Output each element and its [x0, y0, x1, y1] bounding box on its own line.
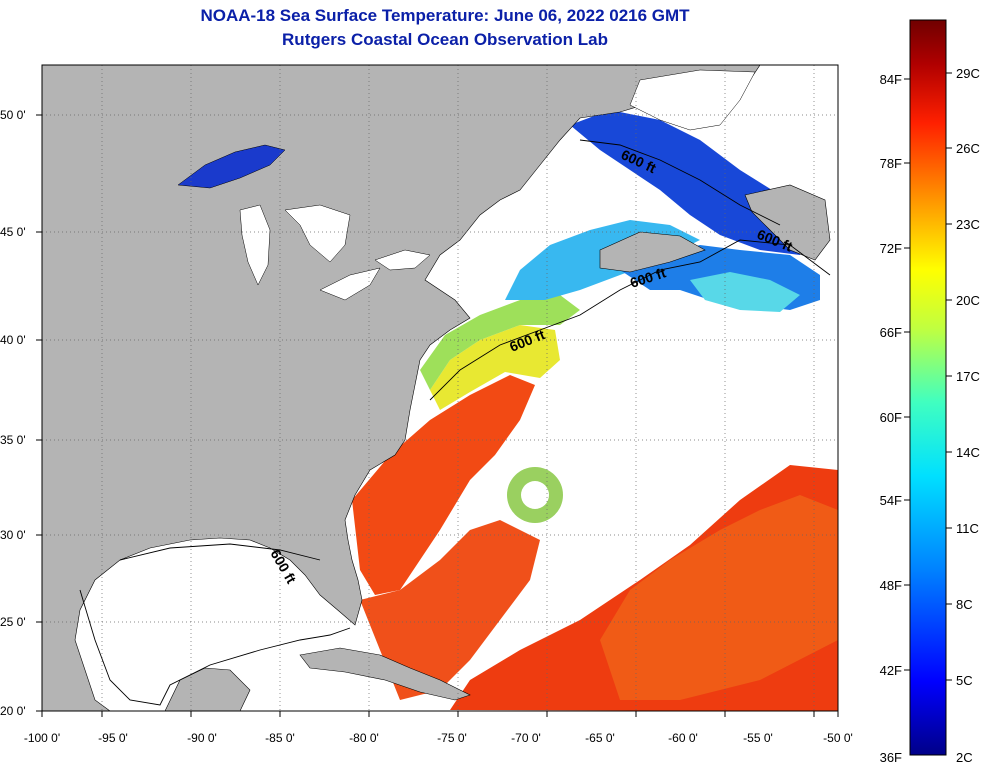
- lat-tick-label: 25 0': [0, 615, 26, 629]
- lat-tick-label: 35 0': [0, 433, 26, 447]
- colorbar-f-label: 36F: [880, 750, 902, 765]
- colorbar-c-label: 23C: [956, 217, 980, 232]
- lon-tick-label: -100 0': [24, 731, 60, 745]
- lat-tick-label: 45 0': [0, 225, 26, 239]
- lake-michigan-huron: [239, 204, 351, 286]
- colorbar-f-label: 72F: [880, 241, 902, 256]
- colorbar-c-label: 20C: [956, 293, 980, 308]
- colorbar-c-label: 8C: [956, 597, 973, 612]
- shelf-water-midatlantic: [430, 325, 560, 410]
- lon-tick-label: -60 0': [668, 731, 698, 745]
- lat-lon-grid: [42, 65, 838, 711]
- lon-tick-label: -95 0': [98, 731, 128, 745]
- colorbar-c-label: 11C: [956, 521, 979, 536]
- colorbar-f-label: 42F: [880, 663, 902, 678]
- contour-600ft: [79, 139, 831, 706]
- colorbar-c-label: 26C: [956, 141, 980, 156]
- lat-tick-label: 20 0': [0, 704, 26, 718]
- axis-ticks: [36, 114, 839, 717]
- colorbar-c-label: 29C: [956, 66, 980, 81]
- labrador-water: [570, 110, 810, 255]
- warm-water-region: [352, 375, 535, 595]
- colorbar-f-label: 78F: [880, 156, 902, 171]
- lake-erie-ontario: [319, 249, 431, 301]
- colorbar-f-label: 48F: [880, 578, 902, 593]
- colorbar-f-labels: 84F 78F 72F 66F 60F 54F 48F 42F 36F: [880, 72, 902, 765]
- warm-water-central: [600, 495, 838, 700]
- shelf-water-greenish: [420, 295, 580, 390]
- colorbar-f-label: 84F: [880, 72, 902, 87]
- lon-tick-label: -85 0': [265, 731, 295, 745]
- lon-tick-label: -90 0': [187, 731, 217, 745]
- lat-tick-label: 40 0': [0, 333, 26, 347]
- land-maritimes: [599, 231, 706, 273]
- land-newfoundland: [744, 184, 831, 261]
- lat-tick-labels: 20 0' 25 0' 30 0' 35 0' 40 0' 45 0' 50 0…: [0, 108, 26, 718]
- colorbar-c-label: 2C: [956, 750, 973, 765]
- colorbar-c-label: 14C: [956, 445, 980, 460]
- colorbar-ticks: [904, 72, 952, 681]
- warm-water-bahamas: [360, 520, 540, 700]
- lake-superior: [177, 144, 286, 189]
- map-frame: [41, 64, 839, 712]
- colorbar-c-labels: 29C 26C 23C 20C 17C 14C 11C 8C 5C 2C: [956, 66, 980, 765]
- cyan-patch: [690, 272, 800, 312]
- colorbar-f-label: 54F: [880, 493, 902, 508]
- map-title: NOAA-18 Sea Surface Temperature: June 06…: [200, 6, 690, 25]
- land-cuba: [299, 647, 471, 701]
- lat-tick-label: 30 0': [0, 528, 26, 542]
- colorbar-f-label: 66F: [880, 325, 902, 340]
- colorbar-c-label: 17C: [956, 369, 980, 384]
- lat-tick-label: 50 0': [0, 108, 26, 122]
- lon-tick-label: -50 0': [823, 731, 853, 745]
- colorbar-c-label: 5C: [956, 673, 973, 688]
- lon-tick-label: -55 0': [743, 731, 773, 745]
- land-north-america: [42, 65, 761, 711]
- colorbar-f-label: 60F: [880, 410, 902, 425]
- lon-tick-labels: -100 0' -95 0' -90 0' -85 0' -80 0' -75 …: [24, 731, 853, 745]
- lon-tick-label: -80 0': [349, 731, 379, 745]
- lon-tick-label: -70 0': [511, 731, 541, 745]
- lon-tick-label: -65 0': [585, 731, 615, 745]
- snow-quebec: [629, 69, 756, 131]
- map-subtitle: Rutgers Coastal Ocean Observation Lab: [282, 30, 608, 49]
- storm-eye: [521, 481, 549, 509]
- lon-tick-label: -75 0': [437, 731, 467, 745]
- colorbar: [909, 19, 947, 756]
